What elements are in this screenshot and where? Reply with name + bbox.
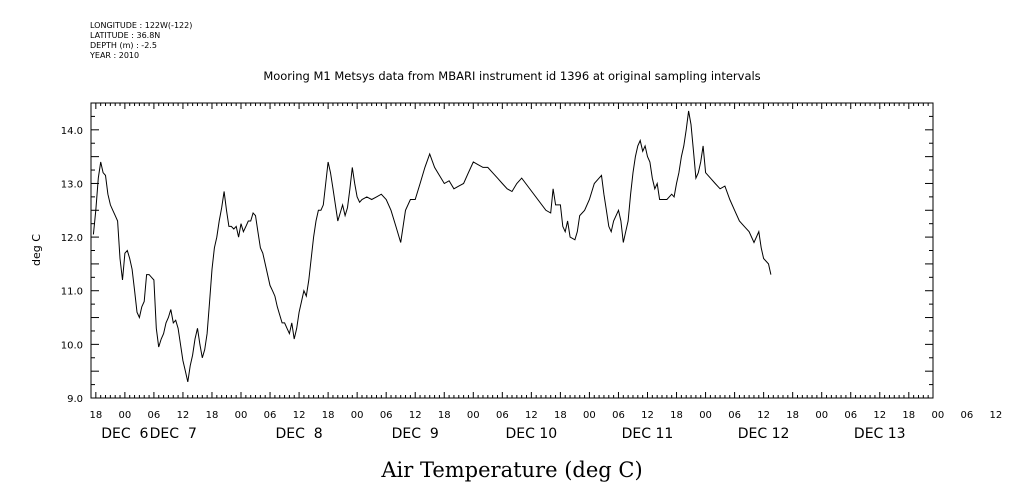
x-date-label: DEC 10 [506,426,558,442]
x-hour-label: 12 [990,410,1003,421]
x-hour-label: 12 [293,410,306,421]
x-hour-label: 18 [554,410,567,421]
air-temperature-line [92,110,772,383]
y-tick-labels: 9.0 10.0 11.0 12.0 13.0 14.0 [61,126,83,405]
x-hour-label: 12 [873,410,886,421]
x-hour-label: 12 [641,410,654,421]
axis-ticks [90,102,934,399]
x-date-label: DEC 8 [275,426,322,442]
x-hour-label: 06 [961,410,974,421]
y-axis-label: deg C [30,234,43,266]
x-hour-label: 18 [438,410,451,421]
x-hour-label: 00 [235,410,248,421]
x-hour-label: 18 [89,410,102,421]
x-date-label: DEC 12 [738,426,790,442]
date-labels: DEC 6 DEC 7 DEC 8 DEC 9 DEC 10 DEC 11 DEC 12 DE… [101,426,905,442]
x-hour-label: 06 [844,410,857,421]
x-hour-label: 00 [699,410,712,421]
x-date-label: DEC 7 [150,426,197,442]
x-hour-label: 06 [380,410,393,421]
metadata-block: LONGITUDE : 122W(-122) LATITUDE : 36.8N … [90,21,192,61]
x-hour-label: 12 [409,410,422,421]
x-hour-label: 06 [148,410,161,421]
year-label: YEAR : 2010 [90,51,140,60]
x-hour-label: 18 [902,410,915,421]
x-date-label: DEC 11 [622,426,674,442]
x-hour-label: 18 [206,410,219,421]
x-tick-labels: 18 00 06 12 18 00 06 12 18 00 06 12 18 00 06 12 18 00 06 12… [89,410,1003,421]
y-tick-label: 12.0 [61,233,83,244]
y-tick-label: 9.0 [67,394,83,405]
latitude-label: LATITUDE : 36.8N [90,31,161,40]
x-hour-label: 00 [815,410,828,421]
x-hour-label: 00 [467,410,480,421]
chart-title: Mooring M1 Metsys data from MBARI instru… [263,69,760,83]
x-hour-label: 06 [496,410,509,421]
y-tick-label: 13.0 [61,179,83,190]
x-hour-label: 12 [525,410,538,421]
depth-label: DEPTH (m) : -2.5 [90,41,157,50]
x-axis-label: Air Temperature (deg C) [380,458,642,482]
x-hour-label: 00 [351,410,364,421]
x-hour-label: 00 [931,410,944,421]
x-hour-label: 00 [119,410,132,421]
x-hour-label: 18 [322,410,335,421]
x-hour-label: 06 [728,410,741,421]
x-date-label: DEC 9 [392,426,439,442]
x-hour-label: 06 [612,410,625,421]
x-hour-label: 18 [786,410,799,421]
x-hour-label: 06 [264,410,277,421]
x-date-label: DEC 13 [854,426,906,442]
x-hour-label: 12 [757,410,770,421]
x-hour-label: 12 [177,410,190,421]
x-date-label: DEC 6 [101,426,148,442]
longitude-label: LONGITUDE : 122W(-122) [90,21,193,30]
plot-frame [90,102,934,399]
y-tick-label: 10.0 [61,340,83,351]
y-tick-label: 11.0 [61,287,83,298]
x-hour-label: 18 [670,410,683,421]
y-tick-label: 14.0 [61,126,83,137]
x-hour-label: 00 [583,410,596,421]
